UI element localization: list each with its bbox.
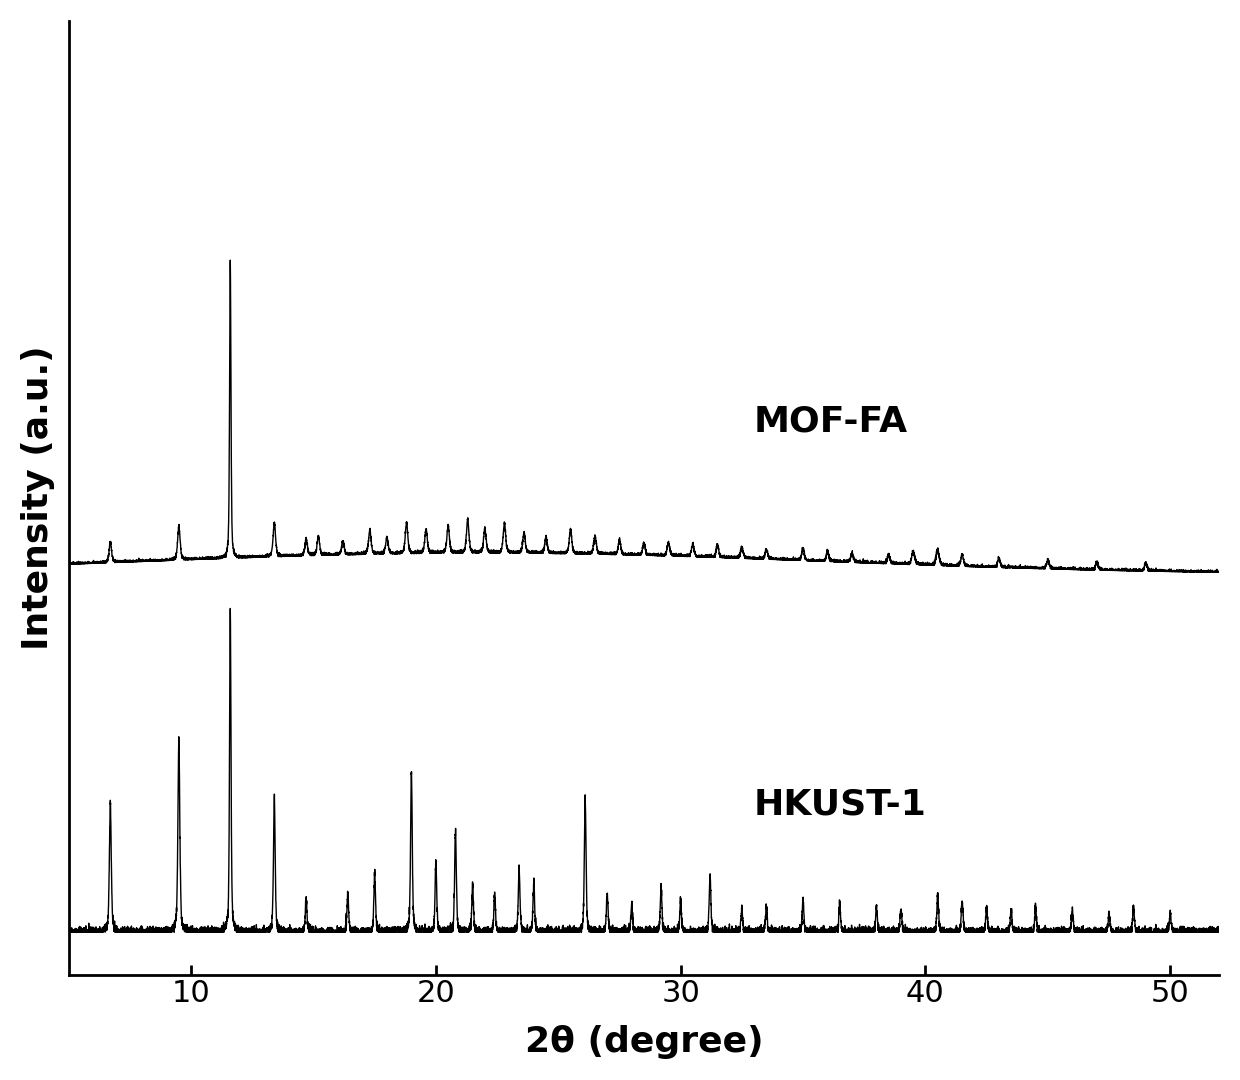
Y-axis label: Intensity (a.u.): Intensity (a.u.) — [21, 346, 55, 650]
Text: MOF-FA: MOF-FA — [754, 404, 908, 438]
X-axis label: 2θ (degree): 2θ (degree) — [525, 1025, 764, 1059]
Text: HKUST-1: HKUST-1 — [754, 787, 928, 821]
